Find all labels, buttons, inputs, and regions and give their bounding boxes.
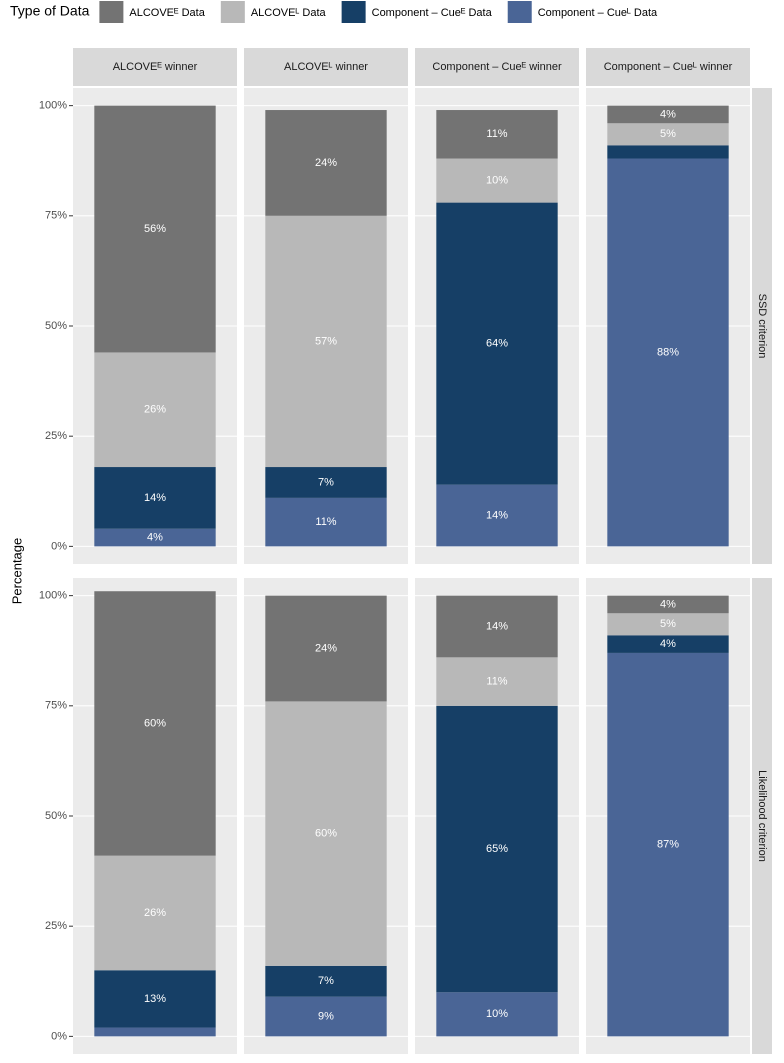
data-label: 26% [144, 404, 166, 416]
data-label: 11% [486, 675, 507, 687]
legend-label: ALCOVEᴱ Data [129, 7, 205, 19]
bar-segment [94, 591, 216, 856]
y-tick-label: 0% [51, 1030, 67, 1042]
data-label: 5% [660, 618, 676, 630]
data-label: 24% [315, 642, 337, 654]
bar-segment [607, 613, 729, 636]
legend-label: Component – Cueᴸ Data [538, 7, 658, 19]
data-label: 10% [486, 174, 508, 186]
y-tick-label: 100% [39, 100, 67, 112]
data-label: 56% [144, 223, 166, 235]
legend-key [341, 1, 366, 23]
bar-segment [436, 595, 558, 658]
data-label: 87% [657, 839, 679, 851]
strip [244, 48, 408, 86]
legend-label: Component – Cueᴱ Data [372, 7, 493, 19]
data-label: 13% [144, 993, 166, 1005]
data-label: 24% [315, 157, 337, 169]
strip [586, 48, 750, 86]
bar-segment [94, 855, 216, 971]
data-label: 4% [660, 598, 676, 610]
data-label: 26% [144, 907, 166, 919]
bar-segment [436, 158, 558, 203]
legend-key [99, 1, 124, 23]
strip [415, 48, 579, 86]
y-tick-label: 25% [45, 920, 67, 932]
y-tick-label: 25% [45, 430, 67, 442]
strip-label: Likelihood criterion [756, 770, 768, 862]
bar-segment [436, 992, 558, 1037]
bar-segment [94, 528, 216, 547]
bar-segment [436, 657, 558, 706]
bar-segment [265, 497, 387, 547]
data-label: 60% [315, 828, 337, 840]
data-label: 5% [660, 128, 676, 140]
bar-segment [265, 110, 387, 216]
strip-label: SSD criterion [756, 294, 768, 359]
bar-segment [607, 158, 729, 547]
strip [73, 48, 237, 86]
y-tick-label: 50% [45, 320, 67, 332]
bar-segment [436, 484, 558, 547]
y-tick-label: 75% [45, 700, 67, 712]
bar-segment [94, 105, 216, 353]
strip [752, 578, 772, 1054]
bar-segment [607, 595, 729, 614]
legend-key [507, 1, 532, 23]
data-label: 7% [318, 975, 334, 987]
data-label: 14% [144, 492, 166, 504]
data-label: 14% [486, 509, 508, 521]
legend-title: Type of Data [10, 3, 90, 19]
bar-segment [94, 1027, 216, 1037]
bar-segment [94, 467, 216, 529]
strip-label: ALCOVEᴱ winner [113, 61, 198, 73]
bar-segment [94, 970, 216, 1028]
bar-segment [265, 595, 387, 702]
bar-segment [436, 202, 558, 485]
y-tick-label: 50% [45, 810, 67, 822]
bar-segment [607, 123, 729, 146]
data-label: 10% [486, 1008, 508, 1020]
strip-label: Component – Cueᴱ winner [432, 61, 562, 73]
y-tick-label: 75% [45, 210, 67, 222]
bar-segment [94, 352, 216, 468]
bar-segment [607, 105, 729, 124]
bar-segment [265, 215, 387, 468]
strip-label: Component – Cueᴸ winner [604, 61, 733, 73]
bar-segment [265, 965, 387, 997]
strip-label: ALCOVEᴸ winner [284, 61, 368, 73]
legend-key [220, 1, 245, 23]
strip [752, 88, 772, 564]
data-label: 88% [657, 346, 679, 358]
y-axis-label: Percentage [9, 538, 24, 605]
data-label: 65% [486, 843, 508, 855]
bar-segment [265, 467, 387, 498]
data-label: 4% [660, 638, 676, 650]
data-label: 11% [486, 128, 507, 140]
data-label: 14% [486, 620, 508, 632]
bar-segment [607, 145, 729, 159]
y-tick-label: 100% [39, 590, 67, 602]
data-label: 60% [144, 717, 166, 729]
data-label: 11% [315, 516, 336, 528]
y-tick-label: 0% [51, 540, 67, 552]
data-label: 64% [486, 338, 508, 350]
bar-segment [436, 110, 558, 159]
bar-segment [436, 705, 558, 993]
data-label: 7% [318, 476, 334, 488]
bar-segment [265, 996, 387, 1037]
bar-segment [265, 701, 387, 966]
legend-label: ALCOVEᴸ Data [251, 7, 327, 19]
data-label: 4% [660, 108, 676, 120]
bar-segment [607, 635, 729, 653]
bar-segment [607, 652, 729, 1037]
data-label: 57% [315, 335, 337, 347]
data-label: 9% [318, 1010, 334, 1022]
data-label: 4% [147, 531, 163, 543]
